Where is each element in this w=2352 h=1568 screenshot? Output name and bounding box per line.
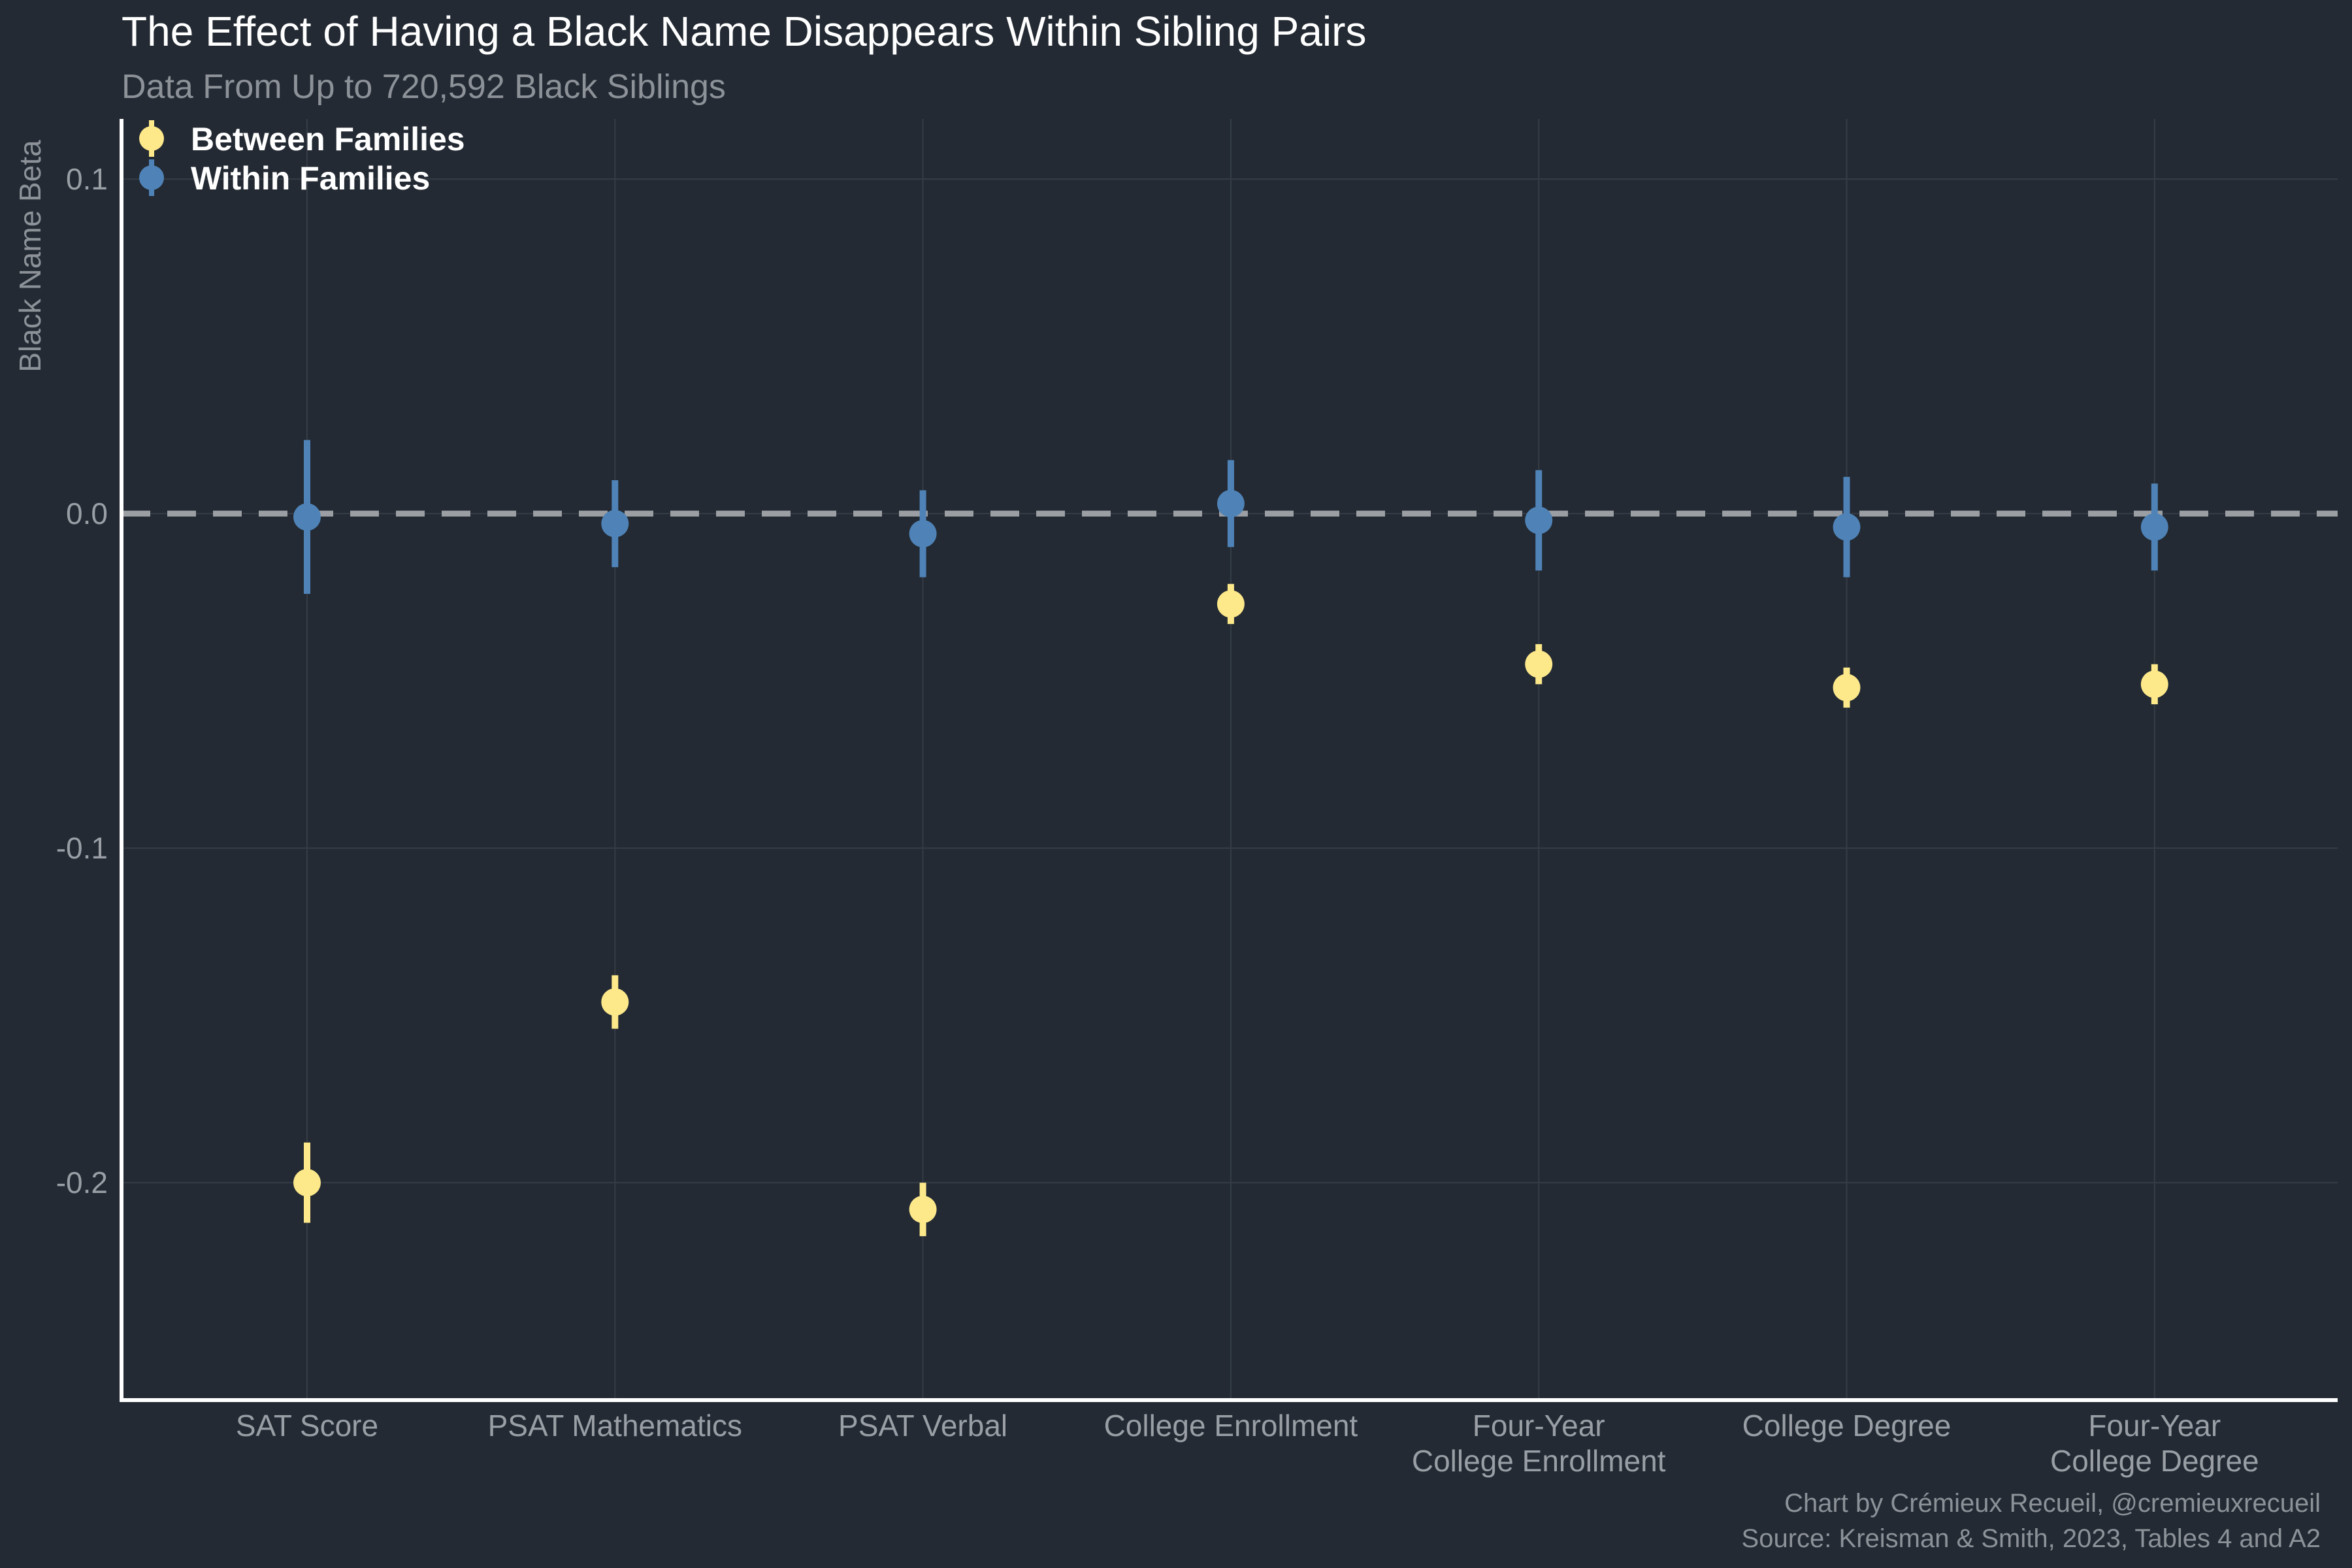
data-point [1217, 489, 1245, 517]
x-tick-label: College Enrollment [1104, 1409, 1358, 1443]
data-point [1833, 674, 1861, 702]
data-point [1217, 590, 1245, 618]
data-point [2140, 670, 2168, 698]
caption-credit: Chart by Crémieux Recueil, @cremieuxrecu… [1784, 1489, 2321, 1518]
data-point [293, 503, 321, 531]
x-tick-label: PSAT Mathematics [488, 1409, 742, 1443]
data-point [2140, 513, 2168, 541]
axes: 0.1 0.0 -0.1 -0.2 SAT Score PSAT Mathematics P… [56, 119, 2338, 1478]
legend-label: Between Families [191, 121, 465, 157]
data-point [601, 510, 629, 538]
x-tick-label: PSAT Verbal [838, 1409, 1007, 1443]
x-tick-label: Four-Year [1473, 1409, 1605, 1443]
x-tick-label: SAT Score [236, 1409, 378, 1443]
data-point [1525, 650, 1553, 678]
y-tick-label: -0.1 [56, 831, 108, 865]
x-tick-label: College Enrollment [1412, 1444, 1666, 1478]
data-point [293, 1169, 321, 1197]
data-point [1525, 506, 1553, 534]
series-between-families [293, 583, 2168, 1237]
data-point [1833, 513, 1861, 541]
x-tick-label: College Degree [2050, 1444, 2259, 1478]
x-tick-label: College Degree [1742, 1409, 1952, 1443]
legend-key-point [139, 126, 164, 151]
data-point [909, 519, 937, 547]
y-tick-label: 0.0 [66, 497, 108, 531]
legend-key-point [139, 165, 164, 190]
data-point [909, 1196, 937, 1224]
x-tick-label: Four-Year [2088, 1409, 2221, 1443]
chart-subtitle: Data From Up to 720,592 Black Siblings [122, 68, 726, 106]
data-marks [293, 440, 2168, 1237]
data-point [601, 988, 629, 1016]
y-axis-title: Black Name Beta [13, 140, 47, 372]
y-tick-label: -0.2 [56, 1166, 108, 1200]
caption-source: Source: Kreisman & Smith, 2023, Tables 4… [1742, 1524, 2321, 1553]
y-tick-label: 0.1 [66, 162, 108, 196]
chart-title: The Effect of Having a Black Name Disapp… [122, 8, 1366, 55]
series-within-families [293, 440, 2168, 595]
legend-label: Within Families [191, 160, 430, 197]
